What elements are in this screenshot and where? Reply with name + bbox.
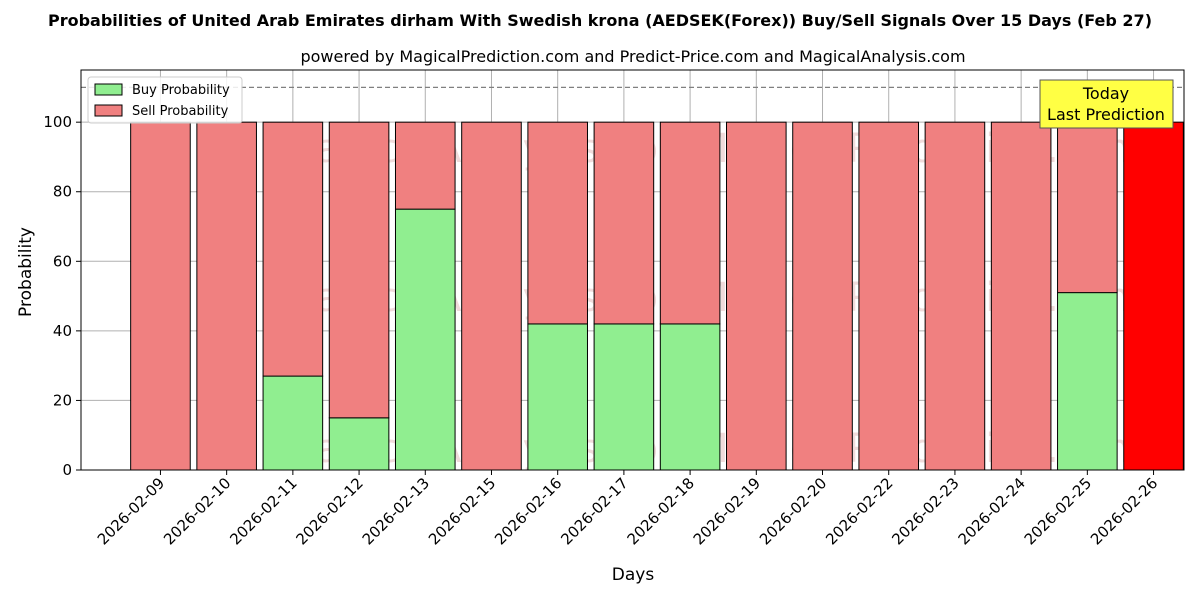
- legend-label-buy: Buy Probability: [132, 83, 230, 98]
- y-tick-label: 0: [62, 461, 72, 479]
- bar-sell-2026-02-15: [461, 121, 522, 471]
- y-tick-label: 20: [53, 391, 72, 409]
- bar-sell-2026-02-10: [196, 121, 257, 471]
- today-annotation-line1: Today: [1082, 84, 1129, 103]
- bar-sell-2026-02-18: [659, 121, 721, 325]
- legend-swatch-buy: [94, 83, 123, 96]
- x-tick-label: 2026-02-10: [160, 474, 234, 548]
- bar-sell-2026-02-19: [726, 121, 787, 471]
- today-annotation: Today Last Prediction: [1039, 79, 1174, 129]
- x-tick-label: 2026-02-19: [690, 474, 764, 548]
- x-tick-label: 2026-02-15: [425, 474, 499, 548]
- plot-frame: [80, 69, 1185, 471]
- x-tick-label: 2026-02-25: [1021, 474, 1095, 548]
- chart-subtitle: powered by MagicalPrediction.com and Pre…: [300, 47, 965, 66]
- chart-title: Probabilities of United Arab Emirates di…: [48, 11, 1152, 30]
- y-tick-label: 40: [53, 322, 72, 340]
- bar-buy-2026-02-18: [659, 323, 721, 471]
- x-tick-label: 2026-02-13: [359, 474, 433, 548]
- today-annotation-box: [1039, 79, 1174, 129]
- bar-sell-2026-02-09: [130, 121, 191, 471]
- bars: [130, 121, 1184, 471]
- x-tick-label: 2026-02-17: [557, 474, 631, 548]
- legend-label-sell: Sell Probability: [132, 104, 229, 119]
- bar-sell-2026-02-24: [990, 121, 1052, 471]
- bar-buy-2026-02-13: [394, 208, 456, 471]
- y-axis-label: Probability: [16, 227, 36, 317]
- x-tick-label: 2026-02-24: [955, 474, 1029, 548]
- legend-box: [87, 76, 243, 124]
- x-tick-label: 2026-02-11: [226, 474, 300, 548]
- bar-sell-2026-02-26: [1123, 121, 1184, 471]
- x-tick-label: 2026-02-20: [756, 474, 830, 548]
- legend: Buy Probability Sell Probability: [87, 76, 243, 124]
- bar-sell-2026-02-22: [858, 121, 920, 471]
- x-tick-label: 2026-02-18: [624, 474, 698, 548]
- bar-buy-2026-02-11: [262, 375, 324, 471]
- bar-buy-2026-02-17: [593, 323, 655, 471]
- bar-sell-2026-02-23: [924, 121, 986, 471]
- x-tick-label: 2026-02-22: [822, 474, 896, 548]
- today-annotation-line2: Last Prediction: [1047, 105, 1165, 124]
- x-tick-label: 2026-02-26: [1087, 474, 1161, 548]
- y-tick-label: 60: [53, 252, 72, 270]
- x-tick-label: 2026-02-09: [94, 474, 168, 548]
- x-tick-label: 2026-02-16: [491, 474, 565, 548]
- bar-sell-2026-02-16: [527, 121, 588, 325]
- y-axis-ticks: 0 20 40 60 80 100: [43, 113, 81, 479]
- bar-sell-2026-02-17: [593, 121, 655, 325]
- bar-sell-2026-02-20: [792, 121, 853, 471]
- x-tick-label: 2026-02-23: [888, 474, 962, 548]
- bar-buy-2026-02-12: [328, 417, 390, 471]
- x-axis-label: Days: [612, 565, 655, 585]
- y-tick-label: 100: [43, 113, 72, 131]
- bar-sell-2026-02-13: [394, 121, 456, 210]
- x-tick-label: 2026-02-12: [293, 474, 367, 548]
- bar-sell-2026-02-11: [262, 121, 324, 377]
- bar-buy-2026-02-25: [1057, 292, 1118, 471]
- legend-swatch-sell: [94, 104, 123, 117]
- bar-buy-2026-02-16: [527, 323, 588, 471]
- y-tick-label: 80: [53, 183, 72, 201]
- bar-sell-2026-02-25: [1057, 121, 1118, 294]
- x-axis-ticks: 2026-02-092026-02-102026-02-112026-02-12…: [94, 470, 1161, 548]
- bar-sell-2026-02-12: [328, 121, 390, 419]
